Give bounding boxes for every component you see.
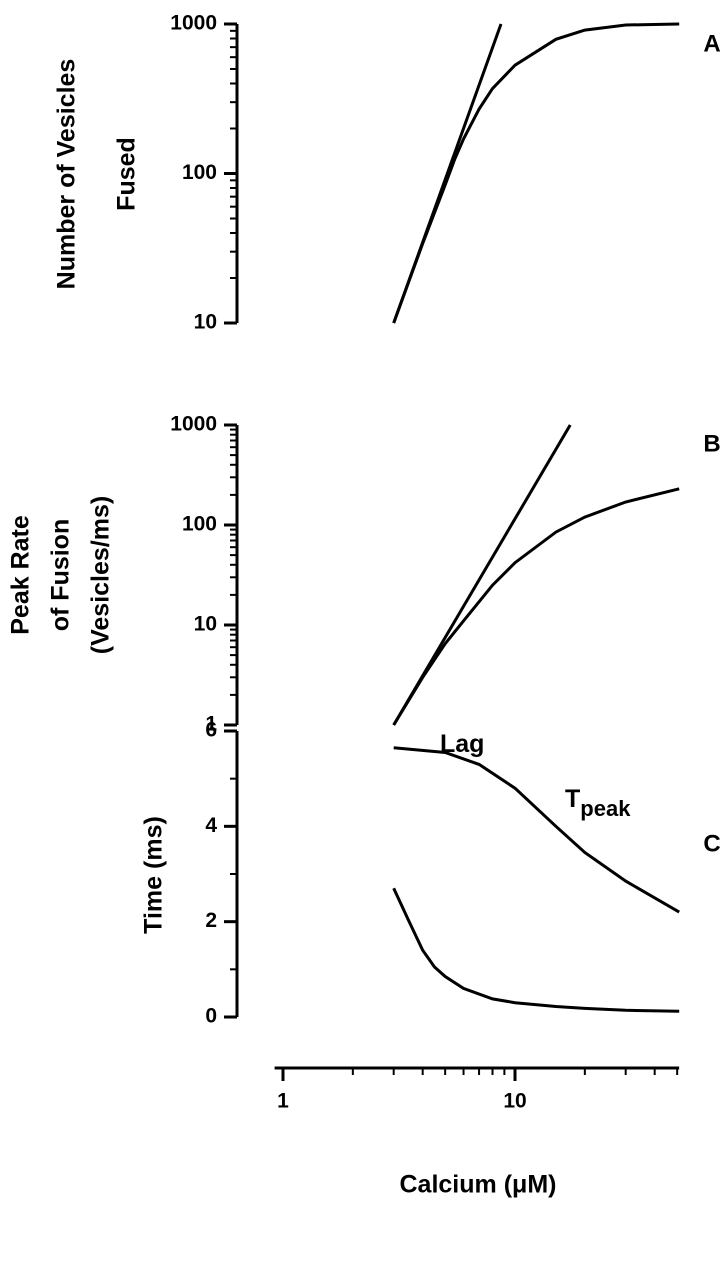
series-label-main: T — [565, 785, 580, 813]
panel-letter: A — [703, 30, 720, 57]
y-tick-label: 2 — [205, 909, 217, 932]
series-label-sub: peak — [580, 796, 631, 821]
curve — [393, 746, 680, 914]
y-axis-label: Number of Vesicles — [53, 59, 81, 290]
series-label-main: Lag — [440, 730, 484, 758]
series-label: Lag — [440, 730, 484, 758]
y-tick-label: 0 — [205, 1005, 217, 1028]
y-axis-label: (Vesicles/ms) — [87, 496, 115, 654]
y-tick-label: 100 — [182, 513, 217, 536]
curve — [392, 887, 680, 1013]
panel-letter: C — [703, 830, 720, 857]
y-tick-label: 10 — [194, 311, 217, 334]
panel-letter: B — [703, 430, 720, 457]
series-label: Tpeak — [565, 785, 631, 821]
y-axis-label: of Fusion — [47, 519, 75, 631]
x-axis-label: Calcium (μM) — [400, 1171, 557, 1199]
y-axis-label: Peak Rate — [7, 515, 35, 635]
curve — [392, 22, 680, 324]
x-tick-label: 10 — [503, 1090, 526, 1113]
curve — [392, 487, 680, 726]
y-tick-label: 4 — [205, 814, 217, 837]
y-tick-label: 10 — [194, 613, 217, 636]
x-tick-label: 1 — [277, 1090, 289, 1113]
y-axis-label: Fused — [113, 137, 141, 211]
y-tick-label: 100 — [182, 161, 217, 184]
y-tick-label: 6 — [205, 719, 217, 742]
y-tick-label: 1000 — [170, 12, 217, 35]
y-axis-label: Time (ms) — [140, 816, 168, 934]
y-tick-label: 1000 — [170, 413, 217, 436]
y-tick-label: 1 — [205, 713, 217, 736]
